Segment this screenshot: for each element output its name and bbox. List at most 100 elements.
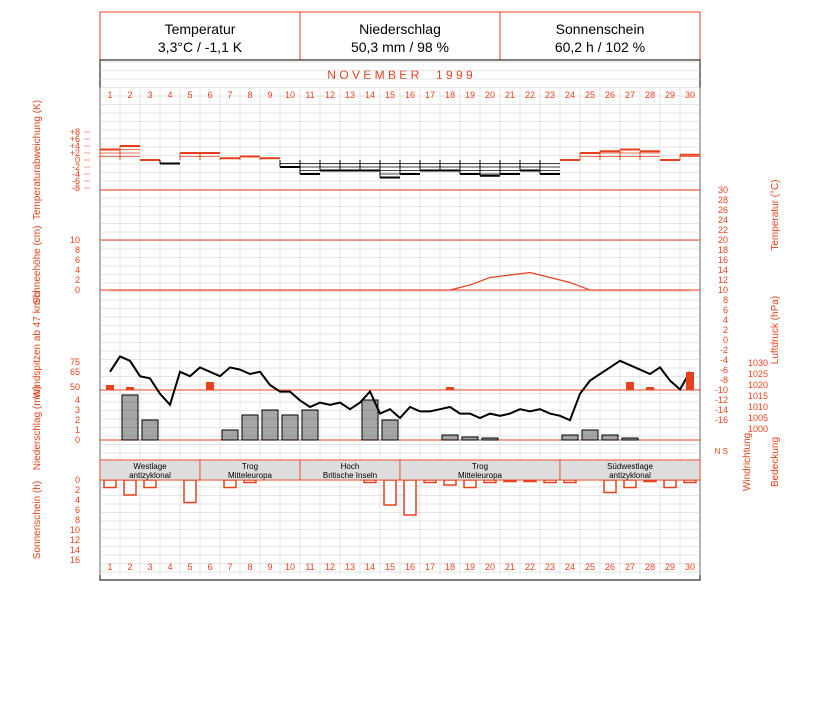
tick-pressure: 1020 bbox=[748, 380, 768, 390]
day-label-bottom: 2 bbox=[127, 562, 132, 572]
tick-temperature: 16 bbox=[718, 255, 728, 265]
weather-type-line1: Hoch bbox=[341, 462, 360, 471]
ylabel-sun: Sonnenschein (h) bbox=[32, 481, 43, 559]
tick-pressure: 1000 bbox=[748, 424, 768, 434]
tick-temp-anomaly: -6 bbox=[72, 176, 80, 186]
day-label-bottom: 18 bbox=[445, 562, 455, 572]
sunshine-bar bbox=[183, 479, 197, 504]
tick-snow: 4 bbox=[75, 265, 80, 275]
wind-gust-bar bbox=[686, 372, 694, 390]
tick-snow: 8 bbox=[75, 245, 80, 255]
day-label-bottom: 30 bbox=[685, 562, 695, 572]
day-label-top: 2 bbox=[127, 90, 132, 100]
wind-gust-bar bbox=[126, 387, 134, 390]
tick-temperature: -16 bbox=[715, 415, 728, 425]
right-ticks: 302826242220181614121086420-2-4-6-8-10-1… bbox=[715, 185, 768, 456]
day-label-bottom: 24 bbox=[565, 562, 575, 572]
ylabel-wind: Windspitzen ab 47 km/h bbox=[32, 292, 43, 399]
precip-bar bbox=[241, 414, 259, 441]
precip-bar bbox=[481, 437, 499, 441]
tick-sun: 14 bbox=[70, 545, 80, 555]
day-label-top: 13 bbox=[345, 90, 355, 100]
weather-type-line1: Südwestlage bbox=[607, 462, 653, 471]
weather-type-line2: Britische Inseln bbox=[323, 471, 377, 480]
tick-temperature: 10 bbox=[718, 285, 728, 295]
tick-temp-anomaly: +2 bbox=[70, 148, 80, 158]
sunshine-bar bbox=[223, 479, 237, 489]
tick-temperature: -10 bbox=[715, 385, 728, 395]
month-title: N O V E M B E R 1 9 9 9 bbox=[327, 68, 473, 82]
day-label-top: 9 bbox=[267, 90, 272, 100]
day-label-bottom: 17 bbox=[425, 562, 435, 572]
header-sun-value: 60,2 h / 102 % bbox=[555, 39, 645, 55]
day-label-bottom: 20 bbox=[485, 562, 495, 572]
day-label-top: 3 bbox=[147, 90, 152, 100]
tick-temp-anomaly: +8 bbox=[70, 127, 80, 137]
tick-precip: 3 bbox=[75, 405, 80, 415]
tick-sun: 2 bbox=[75, 485, 80, 495]
tick-pressure: 1015 bbox=[748, 391, 768, 401]
header-temp-title: Temperatur bbox=[165, 21, 236, 37]
tick-pressure: 1005 bbox=[748, 413, 768, 423]
tick-temperature: 6 bbox=[723, 305, 728, 315]
weather-types: WestlageantizyklonalTrogMitteleuropaHoch… bbox=[99, 459, 701, 481]
tick-temperature: 14 bbox=[718, 265, 728, 275]
day-label-top: 26 bbox=[605, 90, 615, 100]
tick-pressure: 1010 bbox=[748, 402, 768, 412]
precip-bar bbox=[601, 434, 619, 441]
weather-type-line1: Trog bbox=[472, 462, 488, 471]
day-label-top: 10 bbox=[285, 90, 295, 100]
day-label-top: 8 bbox=[247, 90, 252, 100]
tick-temp-anomaly: -2 bbox=[72, 162, 80, 172]
precip-bar bbox=[141, 419, 159, 441]
precip-bar bbox=[281, 414, 299, 441]
day-label-bottom: 8 bbox=[247, 562, 252, 572]
tick-sun: 0 bbox=[75, 475, 80, 485]
precip-bar bbox=[261, 409, 279, 441]
sunshine-bar bbox=[103, 479, 117, 489]
wind-gust-bar bbox=[106, 385, 114, 390]
header-sun-title: Sonnenschein bbox=[556, 21, 645, 37]
sunshine-bar bbox=[603, 479, 617, 494]
day-label-bottom: 13 bbox=[345, 562, 355, 572]
sunshine-bar bbox=[623, 479, 637, 489]
day-label-bottom: 19 bbox=[465, 562, 475, 572]
precip-bar bbox=[221, 429, 239, 441]
day-label-bottom: 14 bbox=[365, 562, 375, 572]
day-label-bottom: 28 bbox=[645, 562, 655, 572]
tick-temperature: 26 bbox=[718, 205, 728, 215]
precip-bar bbox=[621, 437, 639, 441]
tick-temperature: 12 bbox=[718, 275, 728, 285]
ylabel-snow: Schneehöhe (cm) bbox=[32, 226, 43, 305]
precip-bar bbox=[581, 429, 599, 441]
day-label-top: 1 bbox=[107, 90, 112, 100]
day-label-bottom: 22 bbox=[525, 562, 535, 572]
day-label-top: 17 bbox=[425, 90, 435, 100]
tick-temperature: -4 bbox=[720, 355, 728, 365]
day-label-top: 28 bbox=[645, 90, 655, 100]
wind-gust-bar bbox=[446, 387, 454, 390]
tick-temperature: 0 bbox=[723, 335, 728, 345]
precip-bar bbox=[361, 399, 379, 441]
ylabel-wind-direction: Windrichtung bbox=[742, 433, 753, 491]
tick-snow: 10 bbox=[70, 235, 80, 245]
tick-pressure: 1030 bbox=[748, 358, 768, 368]
day-label-top: 12 bbox=[325, 90, 335, 100]
day-label-top: 4 bbox=[167, 90, 172, 100]
day-label-bottom: 23 bbox=[545, 562, 555, 572]
tick-temperature: 18 bbox=[718, 245, 728, 255]
tick-temp-anomaly: -8 bbox=[72, 183, 80, 193]
day-label-top: 21 bbox=[505, 90, 515, 100]
day-label-top: 30 bbox=[685, 90, 695, 100]
weather-type-line2: Mitteleuropa bbox=[228, 471, 273, 480]
day-label-bottom: 27 bbox=[625, 562, 635, 572]
header-precip-value: 50,3 mm / 98 % bbox=[351, 39, 449, 55]
day-label-bottom: 9 bbox=[267, 562, 272, 572]
header-precip-title: Niederschlag bbox=[359, 21, 441, 37]
sunshine-bar bbox=[663, 479, 677, 489]
tick-temp-anomaly: +4 bbox=[70, 141, 80, 151]
day-label-top: 5 bbox=[187, 90, 192, 100]
tick-temperature: 8 bbox=[723, 295, 728, 305]
weather-type-line1: Trog bbox=[242, 462, 258, 471]
tick-wind: 75 bbox=[70, 357, 80, 367]
